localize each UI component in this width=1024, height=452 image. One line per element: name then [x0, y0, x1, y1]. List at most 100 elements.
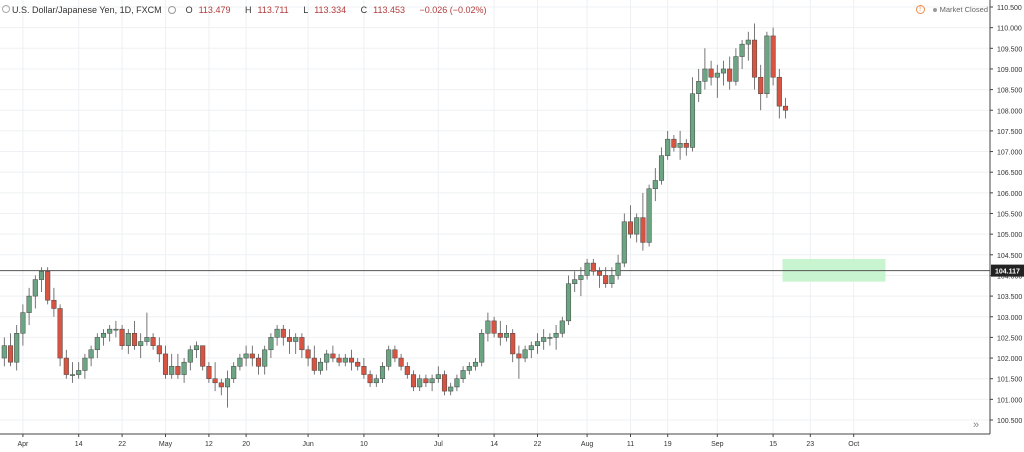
candle-up [559, 320, 565, 334]
candle-up [268, 337, 274, 351]
x-tick-label: Sep [711, 441, 724, 448]
candle-up [485, 320, 491, 334]
candle-up [615, 262, 621, 276]
candle-down [782, 105, 789, 111]
candle-up [609, 275, 615, 284]
candle-up [181, 361, 187, 375]
candle-up [541, 337, 547, 342]
candle-up [94, 337, 100, 351]
candle-down [355, 361, 361, 367]
symbol-title: U.S. Dollar/Japanese Yen, 1D, FXCM [12, 5, 162, 15]
candle-down [218, 382, 224, 388]
candle-up [714, 72, 720, 78]
y-tick-label: 105.000 [997, 232, 1022, 239]
candle-up [528, 345, 534, 351]
y-tick-label: 108.500 [997, 88, 1022, 95]
candle-down [175, 366, 181, 375]
candle-down [404, 366, 410, 375]
candle-up [243, 353, 249, 359]
candle-up [522, 349, 528, 359]
high-label: H [244, 5, 252, 15]
y-tick-label: 102.000 [997, 356, 1022, 363]
candle-down [398, 357, 404, 367]
candle-up [460, 370, 466, 379]
x-tick-label: 12 [205, 441, 213, 448]
candle-up [553, 333, 559, 338]
candle-down [776, 76, 782, 107]
candle-down [603, 275, 609, 284]
price-label-bg [991, 264, 1024, 277]
y-tick-label: 104.500 [997, 253, 1022, 260]
candle-down [305, 349, 311, 359]
high-value: 113.711 [257, 5, 289, 15]
chart-header: U.S. Dollar/Japanese Yen, 1D, FXCM O 113.… [0, 0, 493, 20]
candle-down [671, 138, 677, 148]
candle-down [299, 337, 305, 351]
candle-down [336, 357, 342, 363]
candle-up [293, 337, 299, 342]
candle-up [621, 221, 627, 264]
x-tick-label: 19 [664, 441, 672, 448]
candle-up [665, 138, 671, 156]
candle-down [751, 39, 758, 78]
candle-down [510, 333, 516, 355]
candle-up [435, 374, 441, 379]
x-tick-label: 22 [118, 441, 126, 448]
candle-down [596, 271, 603, 276]
y-tick-label: 101.500 [997, 377, 1022, 384]
candle-down [200, 345, 206, 367]
settings-icon[interactable] [2, 5, 10, 13]
candle-up [76, 370, 82, 375]
candle-up [739, 43, 745, 57]
candle-down [311, 357, 317, 371]
candle-up [429, 378, 435, 384]
candle-down [57, 308, 63, 359]
candle-down [392, 349, 398, 359]
candle-up [262, 349, 268, 367]
candle-down [63, 357, 69, 375]
x-tick-label: Aug [581, 441, 594, 448]
candle-up [274, 328, 280, 338]
candle-down [7, 345, 14, 363]
candle-down [516, 353, 522, 359]
candle-up [193, 345, 200, 351]
x-tick-label: Oct [848, 441, 859, 448]
candle-up [503, 333, 510, 338]
candle-up [658, 155, 665, 181]
candle-up [107, 328, 113, 334]
candle-up [677, 143, 683, 148]
candle-down [683, 143, 689, 148]
candle-up [720, 68, 727, 74]
y-tick-label: 103.500 [997, 294, 1022, 301]
visibility-icon[interactable] [167, 6, 176, 14]
candle-up [646, 188, 652, 243]
low-value: 113.334 [314, 5, 347, 15]
x-tick-label: Jun [302, 441, 313, 448]
candle-down [367, 374, 373, 384]
candle-up [82, 357, 88, 371]
y-tick-label: 104.000 [997, 273, 1022, 280]
candle-up [237, 357, 243, 367]
y-tick-label: 110.500 [997, 5, 1022, 12]
candle-up [100, 333, 107, 338]
candle-up [634, 217, 640, 235]
candle-up [32, 279, 38, 297]
candle-down [45, 271, 51, 301]
scroll-to-latest-button[interactable]: » [972, 419, 980, 431]
candle-up [652, 180, 658, 189]
candle-down [627, 221, 634, 235]
market-status: ! Market Closed [915, 5, 988, 14]
x-tick-label: 14 [75, 441, 83, 448]
y-tick-label: 108.000 [997, 108, 1022, 115]
warning-icon[interactable]: ! [915, 5, 925, 14]
candle-down [770, 35, 776, 78]
candle-up [702, 68, 708, 82]
candle-up [565, 283, 572, 322]
x-tick-label: 22 [534, 441, 542, 448]
candle-up [38, 271, 45, 280]
candle-up [231, 366, 237, 379]
candle-up [534, 341, 541, 346]
x-tick-label: Apr [17, 441, 29, 448]
candle-down [51, 299, 57, 309]
